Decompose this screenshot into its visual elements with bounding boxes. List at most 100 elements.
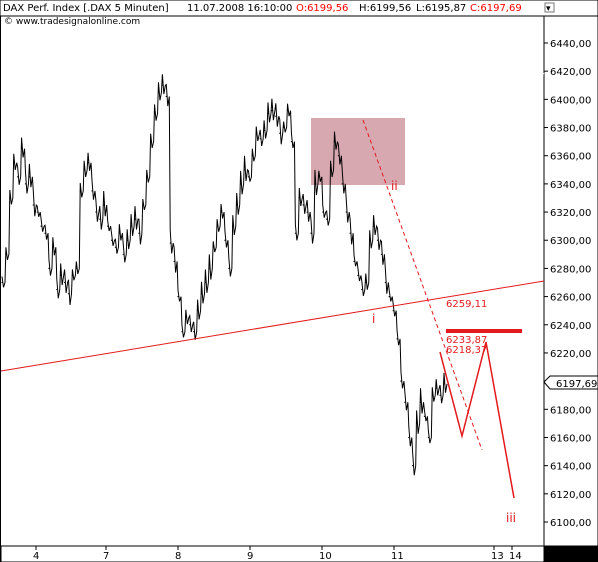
price-point	[52, 246, 54, 248]
y-tick-label: 6180,00	[550, 405, 591, 416]
price-point	[185, 317, 187, 319]
price-point	[318, 176, 320, 178]
price-point	[87, 162, 89, 164]
y-tick-label: 6300,00	[550, 236, 591, 247]
price-point	[259, 138, 261, 140]
price-point	[412, 465, 414, 467]
price-point	[286, 110, 289, 112]
price-point	[157, 91, 160, 93]
price-point	[130, 225, 132, 227]
chevron-down-icon: ▾	[546, 4, 551, 14]
price-point	[392, 310, 394, 312]
price-point	[408, 436, 410, 439]
price-point	[36, 211, 38, 213]
wave-label-iv-prime: iv'	[472, 316, 487, 331]
price-point	[208, 267, 210, 270]
annotation-6233: 6233,87	[446, 335, 487, 346]
price-point	[134, 218, 136, 220]
dashed-upper-line	[474, 21, 545, 75]
price-point	[255, 133, 257, 136]
x-tick-label: 8	[175, 551, 181, 562]
y-axis-ticks: 6440,00 6420,00 6400,00 6380,00 6360,00 6340,…	[544, 39, 591, 529]
price-point	[271, 110, 273, 112]
y-tick-label: 6140,00	[550, 462, 591, 473]
wave-label-i-prime: i'	[388, 271, 395, 286]
price-point	[228, 267, 230, 270]
price-point	[142, 204, 144, 206]
y-tick-label: 6420,00	[550, 67, 591, 78]
price-point	[247, 176, 250, 178]
price-point	[263, 129, 265, 131]
annotation-6218: 6218,37	[446, 345, 487, 356]
price-point	[71, 274, 74, 277]
price-point	[110, 239, 113, 241]
price-point	[118, 232, 120, 234]
price-point	[380, 253, 383, 255]
wave-label-iii-prime: iii'	[417, 471, 431, 486]
price-point	[423, 415, 426, 417]
price-point	[200, 293, 203, 295]
price-point	[443, 383, 445, 385]
price-point	[60, 274, 62, 277]
price-point	[329, 169, 332, 171]
y-tick-label: 6360,00	[550, 152, 591, 163]
price-point	[138, 232, 140, 234]
price-point	[212, 246, 214, 248]
price-point	[5, 253, 7, 255]
y-tick-label: 6280,00	[550, 264, 591, 275]
price-point	[196, 310, 199, 312]
price-point	[337, 155, 339, 157]
y-tick-label: 6120,00	[550, 490, 591, 501]
price-point	[345, 211, 347, 213]
price-point	[306, 211, 308, 213]
dashed-downtrend	[362, 119, 483, 451]
y-tick-label: 6440,00	[550, 39, 591, 50]
price-point	[24, 183, 27, 185]
price-point	[177, 295, 179, 298]
price-point	[75, 267, 77, 270]
x-tick-label: 10	[319, 551, 332, 562]
price-point	[169, 242, 171, 244]
last-price-marker	[543, 375, 598, 390]
x-tick-label: 13	[491, 551, 504, 562]
price-series	[1, 74, 448, 476]
header-close: C:6197,69	[470, 3, 522, 14]
header-close-box[interactable]	[544, 2, 555, 13]
header-low: L:6195,87	[416, 3, 466, 14]
price-point	[314, 183, 316, 185]
y-tick-label: 6260,00	[550, 293, 591, 304]
price-point	[95, 211, 97, 213]
price-point	[369, 239, 371, 241]
annotation-6448: 6448,63	[446, 20, 487, 31]
price-point	[236, 204, 238, 206]
price-point	[384, 281, 386, 284]
price-point	[372, 225, 375, 227]
y-tick-label: 6240,00	[550, 321, 591, 332]
price-point	[326, 218, 328, 220]
price-point	[153, 112, 156, 115]
price-point	[107, 225, 109, 227]
price-point	[376, 239, 379, 241]
price-point	[56, 288, 58, 291]
price-point	[240, 183, 242, 185]
price-point	[251, 155, 253, 157]
y-tick-label: 6340,00	[550, 180, 591, 191]
y-tick-label: 6320,00	[550, 208, 591, 219]
price-point	[126, 239, 128, 241]
price-point	[103, 204, 105, 206]
price-point	[283, 126, 285, 129]
price-point	[44, 232, 46, 234]
price-point	[232, 225, 234, 227]
price-point	[279, 132, 281, 134]
projection-path	[439, 341, 515, 499]
price-point	[99, 218, 101, 220]
x-tick-label: 7	[103, 551, 109, 562]
price-point	[361, 288, 363, 291]
source-watermark: © www.tradesignalonline.com	[4, 17, 140, 27]
header-datetime: 11.07.2008 16:10:00	[187, 3, 292, 14]
header-bar	[0, 0, 598, 17]
price-point	[341, 183, 343, 185]
price-point	[204, 281, 206, 284]
x-tick-label: 9	[247, 551, 253, 562]
resistance-zone	[311, 118, 405, 185]
